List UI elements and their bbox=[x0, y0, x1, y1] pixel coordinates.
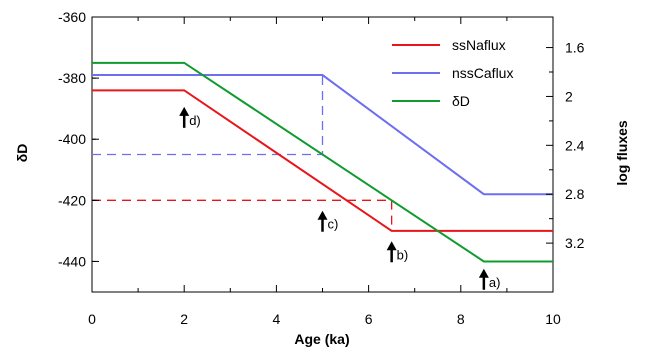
annotation-label: a) bbox=[489, 275, 501, 290]
legend-label: ssNaflux bbox=[452, 37, 506, 53]
legend-label: nssCaflux bbox=[452, 65, 513, 81]
legend: ssNaflux nssCaflux δD bbox=[392, 37, 513, 109]
guide-lines bbox=[92, 75, 393, 231]
left-axis-ticks: -440 -420 -400 -380 -360 bbox=[58, 9, 99, 269]
series-line bbox=[92, 61, 553, 263]
x-tick-label: 8 bbox=[457, 311, 465, 327]
x-tick-label: 2 bbox=[180, 311, 188, 327]
y2-axis-title: log fluxes bbox=[614, 120, 630, 186]
y-axis-title: δD bbox=[14, 144, 30, 163]
x-axis-title: Age (ka) bbox=[294, 331, 349, 347]
y2-tick-label: 3.2 bbox=[565, 235, 585, 251]
x-tick-label: 6 bbox=[365, 311, 373, 327]
annotation-label: b) bbox=[397, 247, 409, 262]
series-line bbox=[92, 74, 553, 196]
y2-tick-label: 2 bbox=[565, 88, 573, 104]
y-tick-label: -380 bbox=[58, 70, 86, 86]
annotations: d) c) b) a) bbox=[179, 106, 501, 290]
series-line bbox=[92, 89, 553, 232]
annotation-arrow-head bbox=[179, 106, 190, 116]
y2-tick-label: 2.8 bbox=[565, 186, 585, 202]
y-tick-label: -360 bbox=[58, 9, 86, 25]
annotation-label: c) bbox=[328, 217, 339, 232]
annotation-label: d) bbox=[189, 113, 201, 128]
y2-tick-label: 1.6 bbox=[565, 40, 585, 56]
annotation-arrow-head bbox=[317, 210, 328, 220]
series-lines bbox=[92, 61, 553, 263]
right-axis-ticks: 1.6 2 2.4 2.8 3.2 bbox=[546, 40, 585, 251]
x-tick-label: 10 bbox=[545, 311, 561, 327]
legend-label: δD bbox=[452, 93, 470, 109]
x-tick-label: 0 bbox=[88, 311, 96, 327]
guide-line bbox=[92, 75, 324, 156]
y-tick-label: -400 bbox=[58, 131, 86, 147]
y-tick-label: -440 bbox=[58, 253, 86, 269]
guide-line bbox=[92, 199, 393, 231]
y-tick-label: -420 bbox=[58, 192, 86, 208]
x-tick-label: 4 bbox=[273, 311, 281, 327]
y2-tick-label: 2.4 bbox=[565, 137, 585, 153]
annotation-arrow-head bbox=[478, 268, 489, 278]
annotation-arrow-head bbox=[386, 241, 397, 251]
bottom-axis-ticks: 0 2 4 6 8 10 bbox=[88, 17, 561, 327]
